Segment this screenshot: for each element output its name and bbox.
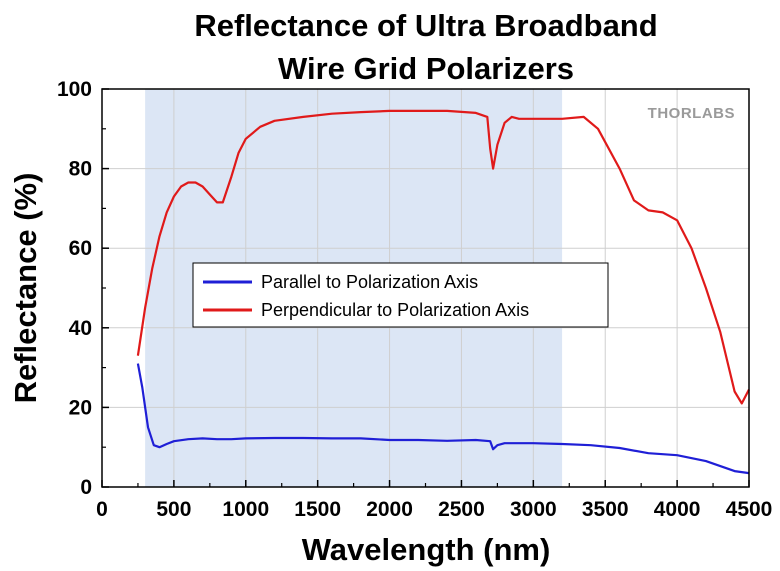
x-axis-label: Wavelength (nm) (302, 532, 551, 567)
series-line-parallel (136, 363, 750, 475)
x-tick-label: 4000 (654, 498, 701, 521)
legend-label-perpendicular: Perpendicular to Polarization Axis (261, 300, 529, 320)
x-tick-label: 3500 (582, 498, 629, 521)
chart-title-line-2: Wire Grid Polarizers (278, 51, 574, 86)
x-tick-labels: 0 500 1000 1500 2000 2500 3000 3500 4000 4500 (96, 498, 772, 521)
x-tick-label: 500 (156, 498, 191, 521)
y-tick-labels: 0 20 40 60 80 100 (57, 78, 92, 499)
legend: Parallel to Polarization Axis Perpendicu… (192, 262, 609, 328)
y-tick-label: 0 (80, 476, 92, 499)
x-tick-label: 2000 (366, 498, 413, 521)
y-tick-label: 80 (69, 158, 92, 181)
x-tick-label: 3000 (510, 498, 557, 521)
chart-title-line-1: Reflectance of Ultra Broadband (194, 8, 657, 43)
x-tick-label: 0 (96, 498, 108, 521)
y-tick-label: 60 (69, 237, 92, 260)
x-tick-label: 1000 (222, 498, 269, 521)
x-tick-label: 1500 (294, 498, 341, 521)
thorlabs-logo: THORLABS (648, 105, 735, 122)
legend-box (192, 262, 609, 328)
axis-ticks (101, 88, 750, 488)
y-axis-label: Reflectance (%) (8, 173, 43, 404)
series-line-perpendicular (136, 109, 750, 405)
y-tick-label: 100 (57, 78, 92, 101)
x-tick-label: 4500 (726, 498, 773, 521)
x-tick-label: 2500 (438, 498, 485, 521)
legend-label-parallel: Parallel to Polarization Axis (261, 272, 478, 292)
y-tick-label: 40 (69, 317, 92, 340)
y-tick-label: 20 (69, 396, 92, 419)
series-group (136, 109, 750, 475)
